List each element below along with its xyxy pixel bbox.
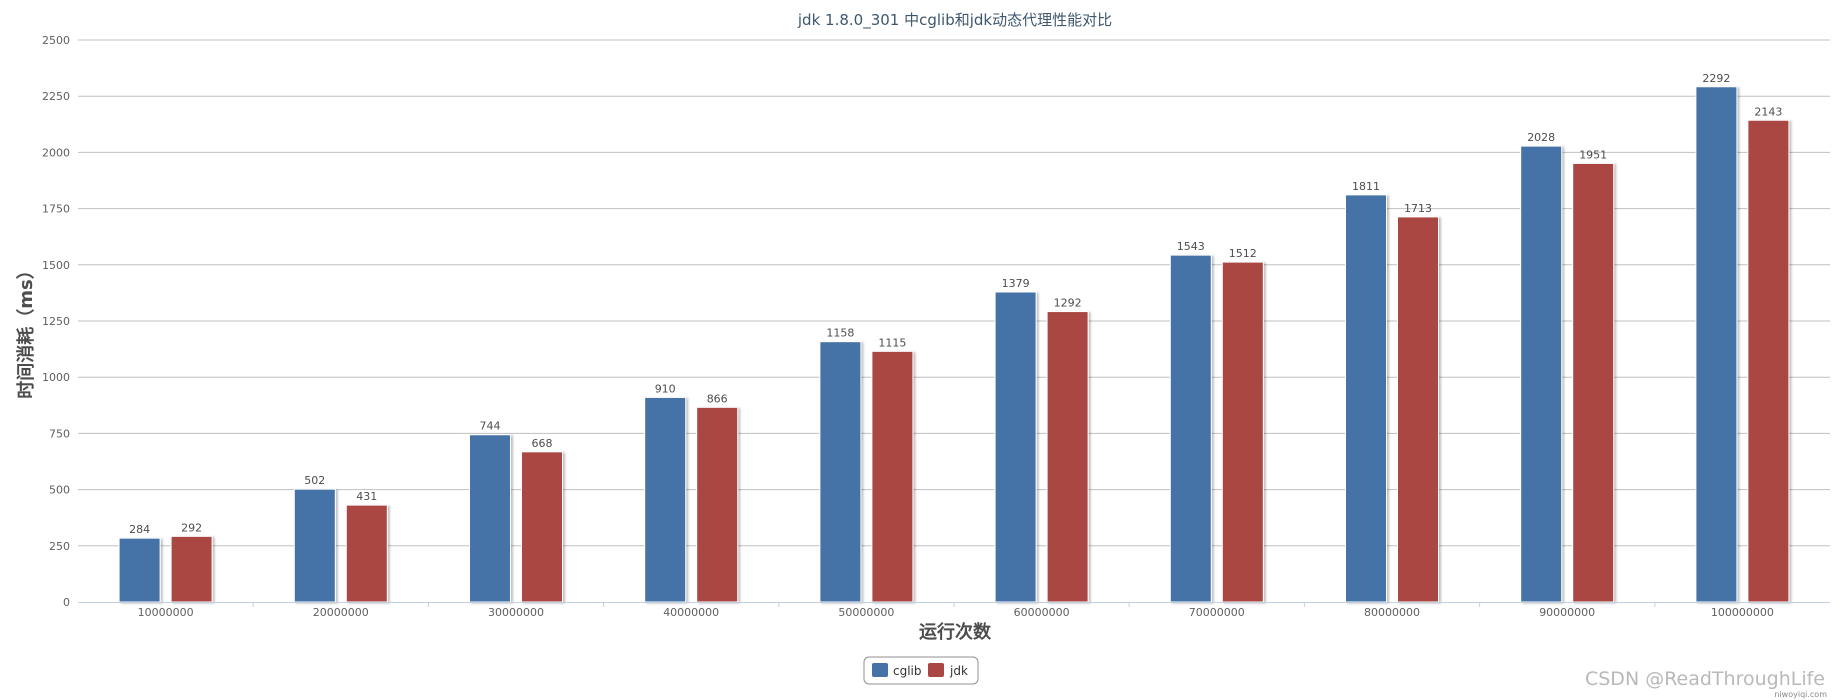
legend-swatch-cglib [872,663,888,677]
bar-series [118,86,1790,603]
y-tick-label: 750 [49,427,70,440]
data-label-jdk: 866 [707,392,728,405]
x-tick-label: 20000000 [313,606,369,619]
y-tick-label: 1750 [42,203,70,216]
bar-jdk [1221,261,1264,603]
y-tick-label: 1500 [42,259,70,272]
y-tick-label: 1250 [42,315,70,328]
data-label-jdk: 292 [181,521,202,534]
data-label-cglib: 2292 [1702,72,1730,85]
legend-label-jdk: jdk [949,664,968,678]
data-label-jdk: 431 [356,490,377,503]
data-label-jdk: 1115 [878,336,906,349]
x-tick-label: 40000000 [663,606,719,619]
y-axis-label: 时间消耗（ms） [15,261,37,398]
bar-jdk [521,451,563,603]
chart-title: jdk 1.8.0_301 中cglib和jdk动态代理性能对比 [797,11,1112,30]
data-label-cglib: 1379 [1002,277,1030,290]
bar-jdk [345,504,388,603]
x-tick-label: 80000000 [1364,606,1420,619]
data-label-cglib: 910 [655,382,676,395]
bar-cglib [994,291,1037,603]
bar-jdk [170,535,213,603]
watermark-subtext: niwoyiqi.com [1774,690,1827,699]
grid-lines [78,39,1830,547]
data-label-cglib: 2028 [1527,131,1555,144]
x-tick-label: 90000000 [1539,606,1595,619]
bar-cglib [644,396,687,603]
data-label-jdk: 1713 [1404,202,1432,215]
data-label-cglib: 502 [304,474,325,487]
data-label-cglib: 1811 [1352,180,1380,193]
legend-box [863,656,979,685]
y-tick-label: 2000 [42,146,70,159]
x-tick-label: 70000000 [1189,606,1245,619]
bar-jdk [871,350,914,603]
y-axis-ticks: 0 250 500 750 1000 1250 1500 1750 2000 2250 2500 [42,34,70,609]
bar-jdk [1397,216,1439,603]
x-axis-label: 运行次数 [919,621,992,643]
legend-label-cglib: cglib [893,664,922,678]
data-label-jdk: 2143 [1754,105,1782,118]
data-label-cglib: 1158 [826,327,854,340]
x-tick-label: 50000000 [838,606,894,619]
x-tick-label: 60000000 [1014,606,1070,619]
bar-cglib [1169,254,1212,603]
x-tick-label: 100000000 [1711,606,1774,619]
bar-cglib [1695,86,1738,603]
data-label-jdk: 668 [532,437,553,450]
data-label-cglib: 1543 [1177,240,1205,253]
data-label-jdk: 1512 [1229,247,1257,260]
data-label-jdk: 1292 [1054,297,1082,310]
data-label-cglib: 744 [480,420,501,433]
x-axis-ticks: 10000000 20000000 30000000 40000000 50000000… [138,602,1774,619]
bar-jdk [1046,311,1089,603]
bar-cglib [469,434,511,603]
watermark-text: CSDN @ReadThroughLife [1584,668,1825,690]
x-tick-label: 10000000 [138,606,194,619]
data-labels: 284 292 502 431 744 668 910 866 1158 1115 1379 1292… [129,72,1782,536]
bar-jdk [1747,119,1790,603]
bar-jdk [696,406,739,603]
y-tick-label: 2250 [42,90,70,103]
y-tick-label: 1000 [42,371,70,384]
x-tick-label: 30000000 [488,606,544,619]
data-label-jdk: 1951 [1579,148,1607,161]
bar-jdk [1572,162,1615,603]
legend-swatch-jdk [928,663,944,677]
y-tick-label: 0 [63,596,70,609]
data-label-cglib: 284 [129,523,150,536]
bar-cglib [293,488,336,603]
y-tick-label: 500 [49,484,70,497]
bar-cglib [118,537,161,603]
bar-cglib [1345,194,1387,603]
bar-cglib [819,341,862,603]
y-tick-label: 250 [49,540,70,553]
legend: cglib jdk [863,656,979,685]
bar-cglib [1520,145,1563,603]
y-tick-label: 2500 [42,34,70,47]
